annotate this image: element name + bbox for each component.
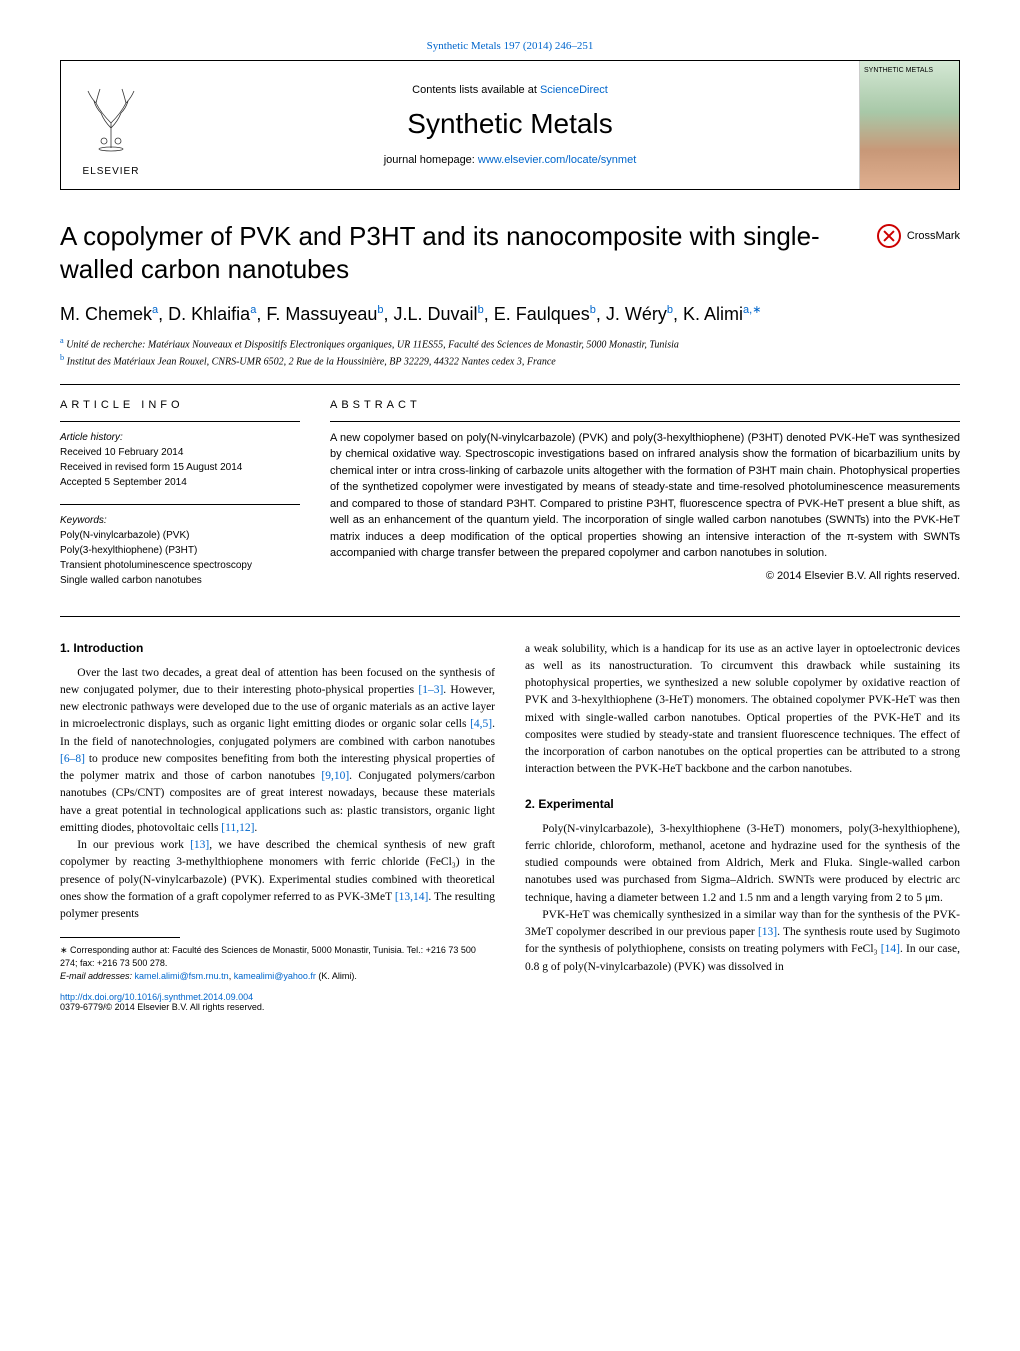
- article-title: A copolymer of PVK and P3HT and its nano…: [60, 220, 857, 285]
- doi-link[interactable]: http://dx.doi.org/10.1016/j.synthmet.201…: [60, 992, 253, 1002]
- article-info-column: ARTICLE INFO Article history: Received 1…: [60, 399, 300, 602]
- ref-link[interactable]: [6–8]: [60, 753, 85, 765]
- abstract-text: A new copolymer based on poly(N-vinylcar…: [330, 430, 960, 562]
- cover-label: SYNTHETIC METALS: [864, 67, 933, 74]
- crossmark-icon: [877, 224, 901, 248]
- header-citation[interactable]: Synthetic Metals 197 (2014) 246–251: [60, 40, 960, 52]
- masthead-center: Contents lists available at ScienceDirec…: [161, 84, 859, 166]
- separator: [60, 384, 960, 385]
- keywords-label: Keywords:: [60, 513, 300, 528]
- journal-name: Synthetic Metals: [161, 108, 859, 140]
- history-item: Received 10 February 2014: [60, 445, 300, 460]
- issn-copyright: 0379-6779/© 2014 Elsevier B.V. All right…: [60, 1002, 264, 1012]
- experimental-text: Poly(N-vinylcarbazole), 3-hexylthiophene…: [525, 821, 960, 976]
- homepage-link[interactable]: www.elsevier.com/locate/synmet: [478, 154, 636, 166]
- article-info-heading: ARTICLE INFO: [60, 399, 300, 411]
- keyword: Transient photoluminescence spectroscopy: [60, 558, 300, 573]
- masthead: ELSEVIER Contents lists available at Sci…: [60, 60, 960, 190]
- introduction-heading: 1. Introduction: [60, 641, 495, 655]
- authors-list: M. Chemeka, D. Khlaifiaa, F. Massuyeaub,…: [60, 303, 960, 325]
- publisher-logo[interactable]: ELSEVIER: [61, 61, 161, 189]
- homepage-prefix: journal homepage:: [384, 154, 478, 166]
- ref-link[interactable]: [13]: [190, 839, 209, 851]
- ref-link[interactable]: [11,12]: [221, 822, 254, 834]
- abstract-copyright: © 2014 Elsevier B.V. All rights reserved…: [330, 570, 960, 582]
- ref-link[interactable]: [13]: [758, 926, 777, 938]
- separator: [60, 421, 300, 422]
- body-column-right: a weak solubility, which is a handicap f…: [525, 641, 960, 1013]
- history-item: Received in revised form 15 August 2014: [60, 460, 300, 475]
- keyword: Poly(3-hexylthiophene) (P3HT): [60, 543, 300, 558]
- contents-available: Contents lists available at ScienceDirec…: [161, 84, 859, 96]
- separator: [330, 421, 960, 422]
- ref-link[interactable]: [13,14]: [395, 891, 429, 903]
- email-label: E-mail addresses:: [60, 971, 135, 981]
- abstract-column: ABSTRACT A new copolymer based on poly(N…: [330, 399, 960, 602]
- doi-block: http://dx.doi.org/10.1016/j.synthmet.201…: [60, 992, 495, 1012]
- affiliations: a Unité de recherche: Matériaux Nouveaux…: [60, 335, 960, 370]
- abstract-heading: ABSTRACT: [330, 399, 960, 411]
- elsevier-tree-icon: [76, 73, 146, 162]
- ref-link[interactable]: [9,10]: [321, 770, 349, 782]
- publisher-name: ELSEVIER: [83, 166, 140, 177]
- ref-link[interactable]: [4,5]: [470, 718, 492, 730]
- keyword: Poly(N-vinylcarbazole) (PVK): [60, 528, 300, 543]
- keyword: Single walled carbon nanotubes: [60, 573, 300, 588]
- journal-homepage: journal homepage: www.elsevier.com/locat…: [161, 154, 859, 166]
- email-link[interactable]: kamealimi@yahoo.fr: [234, 971, 316, 981]
- crossmark-badge[interactable]: CrossMark: [877, 224, 960, 248]
- history-label: Article history:: [60, 430, 300, 445]
- email-link[interactable]: kamel.alimi@fsm.rnu.tn: [135, 971, 229, 981]
- contents-prefix: Contents lists available at: [412, 84, 540, 96]
- ref-link[interactable]: [1–3]: [418, 684, 443, 696]
- intro-continuation: a weak solubility, which is a handicap f…: [525, 641, 960, 779]
- experimental-heading: 2. Experimental: [525, 797, 960, 811]
- corresponding-author-footnote: ∗ Corresponding author at: Faculté des S…: [60, 944, 495, 969]
- email-footnote: E-mail addresses: kamel.alimi@fsm.rnu.tn…: [60, 970, 495, 983]
- separator: [60, 616, 960, 617]
- ref-link[interactable]: [14]: [881, 943, 900, 955]
- body-column-left: 1. Introduction Over the last two decade…: [60, 641, 495, 1013]
- separator: [60, 504, 300, 505]
- footnote-separator: [60, 937, 180, 938]
- journal-cover-thumbnail[interactable]: SYNTHETIC METALS: [859, 61, 959, 189]
- history-item: Accepted 5 September 2014: [60, 475, 300, 490]
- sciencedirect-link[interactable]: ScienceDirect: [540, 84, 608, 96]
- crossmark-label: CrossMark: [907, 230, 960, 242]
- introduction-text: Over the last two decades, a great deal …: [60, 665, 495, 924]
